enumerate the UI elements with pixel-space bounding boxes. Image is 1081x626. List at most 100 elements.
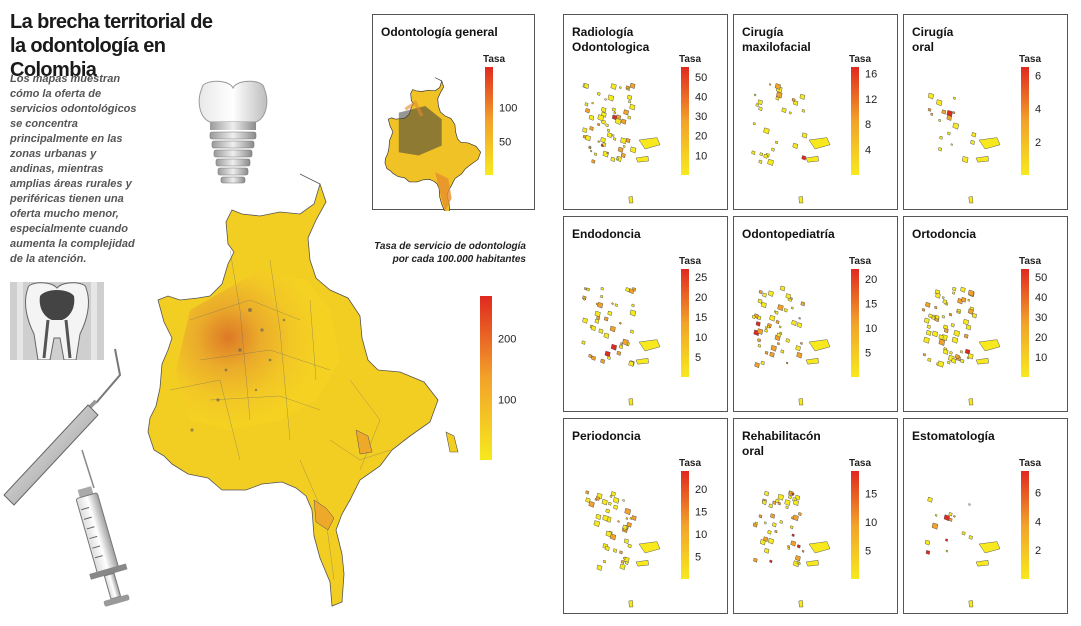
legend-color-bar [681,67,689,175]
legend-tick-label: 50 [499,136,511,148]
mini-map [927,92,1001,204]
legend-tick-label: 5 [695,552,701,564]
map-panel: Tasa 20 15 10 5 Odontopediatría [733,216,898,412]
map-panel: Tasa 25 20 15 10 5 Endodoncia [563,216,728,412]
legend-title: Tasa [1019,256,1041,267]
panel-title-line: Periodoncia [572,429,641,443]
legend-tick-label: 4 [1035,516,1041,528]
map-panel: Tasa 100 50 Odontología general [372,14,535,211]
legend-tick-label: 100 [498,394,516,406]
panel-title: Ortodoncia [912,227,976,242]
mini-map [752,490,831,608]
map-panel: Tasa 16 12 8 4 Cirugía maxilofacial [733,14,898,210]
legend-tick-label: 15 [865,489,877,501]
legend-tick-label: 4 [1035,104,1041,116]
legend-tick-label: 10 [695,529,707,541]
panel-title-line: Rehabilitacón [742,429,821,443]
mini-map [751,285,831,406]
legend-tick-label: 10 [695,332,707,344]
page-title: La brecha territorial de la odontología … [10,11,213,81]
panel-title: Endodoncia [572,227,641,242]
legend-tick-label: 40 [695,91,707,103]
legend-tick-label: 2 [1035,545,1041,557]
legend-tick-label: 15 [865,298,877,310]
map-panel: Tasa 20 15 10 5 Periodoncia [563,418,728,614]
map-panel: Tasa 15 10 5 Rehabilitacón oral [733,418,898,614]
main-map [147,173,459,607]
legend-title: Tasa [679,256,701,267]
panel-title: Odontología general [381,25,498,40]
legend-tick-label: 30 [695,111,707,123]
map-panel: Tasa 50 40 30 20 10 Radiología Odontologica [563,14,728,210]
legend-tick-label: 40 [1035,292,1047,304]
panel-title: Radiología Odontologica [572,25,649,55]
legend-tick-label: 10 [865,323,877,335]
panel-title-line: oral [742,444,765,458]
panel-title-line: Estomatología [912,429,995,443]
legend-tick-label: 15 [695,507,707,519]
legend-tick-label: 200 [498,334,516,346]
panel-title-line: Radiología [572,25,634,39]
legend-color-bar [681,269,689,377]
map-panel: Tasa 6 4 2 Estomatología [903,418,1068,614]
legend-tick-label: 20 [695,484,707,496]
legend-tick-label: 50 [1035,272,1047,284]
panel-title-line: maxilofacial [742,40,811,54]
legend-title: Tasa [1019,458,1041,469]
mini-map [582,82,661,204]
panel-title-line: Odontopediatría [742,227,835,241]
legend-color-bar [480,296,492,460]
legend-tick-label: 25 [695,272,707,284]
panel-graphic: Tasa 6 4 2 [924,458,1041,608]
legend-tick-label: 6 [1035,70,1041,82]
legend-tick-label: 10 [1035,352,1047,364]
mini-map [384,77,482,211]
legend-tick-label: 100 [499,103,517,115]
legend-color-bar [851,67,859,175]
legend-tick-label: 20 [1035,332,1047,344]
legend-tick-label: 5 [865,546,871,558]
description-text: Los mapas muestran cómo la oferta de ser… [10,73,137,265]
legend-tick-label: 12 [865,94,877,106]
legend-tick-label: 5 [695,352,701,364]
panel-title: Cirugía oral [912,25,953,55]
legend-tick-label: 4 [865,145,871,157]
legend-title: Tasa [849,458,871,469]
legend-title: Tasa [679,458,701,469]
mini-map [751,83,831,204]
legend-tick-label: 20 [695,131,707,143]
legend-tick-label: 10 [865,517,877,529]
main-legend: 200 100 [480,296,516,460]
legend-title: Tasa [483,54,505,65]
legend-color-bar [851,269,859,377]
panel-graphic: Tasa 20 15 10 5 [751,256,877,406]
legend-color-bar [485,67,493,175]
legend-tick-label: 50 [695,72,707,84]
legend-color-bar [851,471,859,579]
panel-title: Odontopediatría [742,227,835,242]
panel-title: Cirugía maxilofacial [742,25,811,55]
mini-map [921,286,1001,406]
panel-title-line: Endodoncia [572,227,641,241]
panel-title-line: oral [912,40,935,54]
mini-map [924,496,1001,608]
legend-color-bar [1021,67,1029,175]
legend-tick-label: 20 [695,292,707,304]
legend-tick-label: 2 [1035,137,1041,149]
legend-title: Tasa [849,256,871,267]
legend-tick-label: 16 [865,68,877,80]
legend-tick-label: 20 [865,274,877,286]
panel-title: Periodoncia [572,429,641,444]
panel-graphic: Tasa 50 40 30 20 10 [921,256,1047,406]
dental-explorer-icon [3,348,122,506]
legend-tick-label: 5 [865,347,871,359]
panel-graphic: Tasa 25 20 15 10 5 [581,256,707,406]
panel-graphic: Tasa 16 12 8 4 [751,54,877,204]
legend-tick-label: 6 [1035,488,1041,500]
mini-map [585,490,661,608]
panel-title-line: Ortodoncia [912,227,977,241]
main-legend-title: Tasa de servicio de odontología por cada… [374,241,526,265]
panel-graphic: Tasa 15 10 5 [752,458,877,608]
panel-graphic: Tasa 20 15 10 5 [585,458,707,608]
panel-title-line: Cirugía [742,25,784,39]
